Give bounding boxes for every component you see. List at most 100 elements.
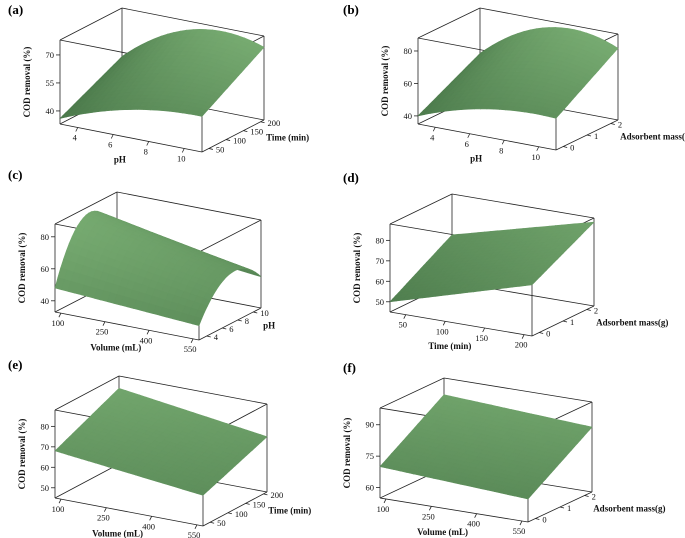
x-tick-label: 550	[513, 526, 526, 536]
y-tick-label: 2	[618, 119, 622, 129]
z-tick-label: 40	[404, 111, 413, 121]
z-tick-label: 40	[41, 296, 50, 306]
axis-box-edge-6	[443, 377, 593, 403]
x-tick-mark	[403, 314, 407, 319]
y-tick-mark	[563, 146, 568, 148]
x-tick-label: 250	[422, 511, 435, 521]
z-tick-label: 60	[41, 462, 50, 472]
y-axis-label: Adsorbent mass(g)	[596, 318, 668, 328]
x-tick-mark	[75, 127, 79, 132]
y-tick-label: 2	[592, 491, 596, 501]
x-tick-label: 200	[515, 340, 528, 350]
surface-mesh	[59, 28, 265, 119]
panel-label: (e)	[8, 357, 22, 372]
x-tick-label: 10	[532, 152, 541, 162]
y-tick-mark	[610, 123, 615, 125]
x-tick-mark	[519, 520, 523, 526]
x-tick-mark	[58, 312, 62, 318]
axis-box-edge-9	[54, 497, 204, 527]
surface-cell	[194, 111, 206, 117]
axis-box-edge-2	[198, 307, 262, 341]
y-tick-label: 10	[260, 308, 269, 318]
y-tick-label: 0	[542, 515, 546, 525]
x-tick-mark	[103, 507, 107, 512]
x-tick-label: 4	[73, 133, 78, 143]
x-axis-label: Volume (mL)	[417, 527, 468, 537]
z-tick-label: 50	[376, 297, 385, 307]
z-axis-label: COD removal (%)	[342, 418, 352, 489]
x-tick-mark	[482, 327, 486, 333]
y-tick-mark	[245, 502, 250, 505]
panel-label: (d)	[343, 170, 359, 185]
x-axis-label: pH	[470, 154, 482, 164]
axis-box-edge-11	[54, 191, 118, 225]
y-tick-label: 1	[570, 317, 574, 327]
y-tick-label: 200	[268, 118, 281, 128]
x-tick-label: 150	[475, 333, 488, 343]
x-tick-label: 400	[142, 521, 155, 531]
axis-box-edge-11	[417, 7, 481, 39]
y-tick-label: 50	[216, 144, 225, 154]
surface-cell	[192, 316, 203, 326]
y-tick-label: 1	[594, 131, 598, 141]
y-tick-mark	[227, 512, 232, 515]
y-tick-mark	[206, 335, 211, 338]
x-axis-label: pH	[114, 155, 126, 165]
y-tick-mark	[226, 139, 231, 141]
x-tick-mark	[501, 140, 505, 145]
panel-label: (f)	[343, 360, 356, 375]
x-tick-label: 550	[188, 530, 201, 538]
y-axis-label: Time (min)	[268, 505, 311, 515]
y-tick-mark	[535, 518, 540, 520]
axis-box-edge-11	[54, 375, 120, 411]
y-tick-mark	[243, 130, 248, 133]
z-tick-label: 80	[404, 46, 413, 56]
y-tick-mark	[210, 521, 215, 524]
surface-cell	[524, 281, 536, 287]
y-tick-label: 50	[217, 518, 226, 528]
x-tick-label: 8	[144, 147, 148, 157]
z-tick-label: 70	[41, 442, 50, 452]
x-tick-label: 400	[467, 519, 480, 529]
x-tick-mark	[536, 146, 540, 151]
x-tick-mark	[190, 338, 194, 344]
y-tick-label: 100	[235, 509, 248, 519]
surface-cell	[520, 493, 532, 500]
axis-box-edge-2	[201, 119, 265, 153]
axis-box-edge-11	[379, 377, 445, 409]
x-tick-mark	[181, 148, 185, 153]
z-axis-label: COD removal (%)	[22, 47, 32, 118]
y-tick-label: 0	[570, 143, 574, 153]
axis-box-edge-10	[54, 463, 120, 499]
panel-label: (b)	[343, 2, 359, 17]
chart-panel-1: 40 55 70 4 6 8 10 50 100 150 200 pH Time (min) COD re…	[8, 2, 309, 165]
y-tick-mark	[586, 309, 591, 311]
y-tick-label: 1	[567, 503, 571, 513]
y-tick-label: 8	[245, 316, 249, 326]
y-tick-label: 100	[233, 136, 246, 146]
surface-mesh	[389, 221, 595, 303]
z-tick-label: 80	[41, 421, 50, 431]
z-tick-label: 60	[366, 483, 375, 493]
x-tick-mark	[146, 330, 150, 335]
y-tick-label: 150	[250, 127, 263, 137]
z-axis-label: COD removal (%)	[380, 46, 390, 117]
y-tick-mark	[237, 319, 242, 322]
y-tick-mark	[559, 506, 565, 509]
x-tick-mark	[110, 134, 114, 139]
chart-panel-2: 40 60 80 4 6 8 10 0 1 2 pH Adsorbent mass(g) COD rem…	[343, 2, 685, 164]
y-tick-label: 6	[229, 324, 233, 334]
y-tick-mark	[222, 327, 227, 330]
x-tick-label: 6	[465, 139, 469, 149]
surface-mesh	[379, 394, 593, 500]
x-tick-mark	[474, 513, 478, 518]
x-tick-label: 8	[499, 145, 503, 155]
chart-panel-4: 50 60 70 80 50 100 150 200 0 1 2 Time (min) Adsorben…	[343, 170, 668, 351]
z-tick-label: 60	[376, 276, 385, 286]
y-tick-label: 150	[253, 499, 266, 509]
z-axis-label: COD removal (%)	[352, 233, 362, 304]
z-tick-label: 90	[366, 420, 375, 430]
axis-box-edge-6	[479, 7, 619, 35]
chart-panel-6: 60 75 90 100 250 400 550 0 1 2 Volume (mL) Adsorben…	[342, 360, 665, 537]
